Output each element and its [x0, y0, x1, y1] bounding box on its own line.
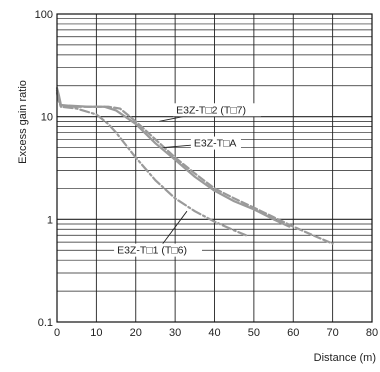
x-tick-label-20: 20 — [130, 327, 142, 339]
callout-box-3 — [114, 243, 202, 257]
y-tick-label-0.1: 0.1 — [38, 317, 53, 329]
x-axis-label: Distance (m) — [314, 352, 376, 364]
callout-label-2: E3Z-T□A — [194, 138, 237, 150]
x-tick-label-50: 50 — [248, 327, 260, 339]
series-layer — [55, 86, 334, 245]
tick-labels: 0 10 20 30 40 50 60 70 80 0.1 1 10 100 — [35, 9, 378, 339]
callout-layer: E3Z-T□2 (T□7) E3Z-T□A E3Z-T□1 (T□6) — [114, 103, 262, 257]
callout-label-3: E3Z-T□1 (T□6) — [117, 245, 187, 257]
x-tick-label-0: 0 — [54, 327, 60, 339]
callout-label-1: E3Z-T□2 (T□7) — [176, 104, 246, 116]
y-tick-label-10: 10 — [41, 112, 53, 124]
x-tick-label-10: 10 — [90, 327, 102, 339]
y-axis-label: Excess gain ratio — [17, 80, 29, 164]
series-line-2 — [55, 86, 291, 228]
x-tick-label-70: 70 — [327, 327, 339, 339]
x-tick-label-80: 80 — [366, 327, 378, 339]
plot-frame — [56, 13, 373, 323]
x-tick-label-60: 60 — [287, 327, 299, 339]
x-tick-label-40: 40 — [208, 327, 220, 339]
x-tick-label-30: 30 — [169, 327, 181, 339]
series-line-3 — [55, 91, 248, 237]
callout-box-1 — [173, 103, 262, 117]
callout-box-2 — [190, 136, 241, 150]
grid — [57, 14, 372, 322]
y-tick-label-100: 100 — [35, 9, 53, 21]
y-tick-label-1: 1 — [47, 214, 53, 226]
